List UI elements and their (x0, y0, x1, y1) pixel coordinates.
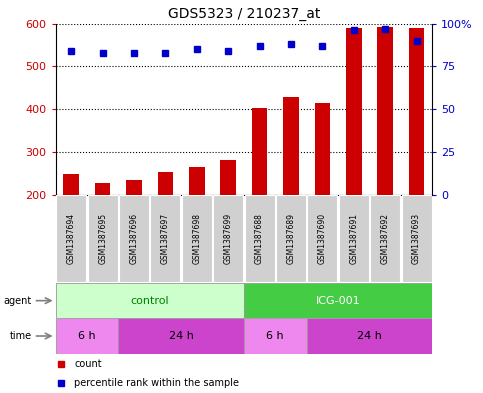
Bar (182, 195, 212, 282)
Text: 6 h: 6 h (78, 331, 96, 341)
Bar (95, 183, 111, 195)
Bar (150, 195, 181, 282)
Bar (244, 283, 432, 318)
Text: count: count (74, 359, 102, 369)
Text: GSM1387689: GSM1387689 (286, 213, 296, 264)
Bar (118, 318, 244, 354)
Bar (56, 318, 118, 354)
Bar (314, 103, 330, 195)
Text: 6 h: 6 h (267, 331, 284, 341)
Bar (276, 195, 306, 282)
Bar (87, 195, 118, 282)
Text: GSM1387695: GSM1387695 (98, 213, 107, 264)
Text: percentile rank within the sample: percentile rank within the sample (74, 378, 240, 388)
Bar (220, 160, 236, 195)
Title: GDS5323 / 210237_at: GDS5323 / 210237_at (168, 7, 320, 21)
Bar (283, 97, 299, 195)
Text: agent: agent (4, 296, 32, 306)
Text: GSM1387688: GSM1387688 (255, 213, 264, 264)
Bar (119, 195, 149, 282)
Text: GSM1387690: GSM1387690 (318, 213, 327, 264)
Bar (56, 283, 244, 318)
Bar (189, 167, 205, 195)
Bar (339, 195, 369, 282)
Bar (244, 318, 307, 354)
Bar (63, 174, 79, 195)
Bar (307, 318, 432, 354)
Bar (401, 195, 432, 282)
Text: GSM1387698: GSM1387698 (192, 213, 201, 264)
Bar (56, 195, 86, 282)
Text: ICG-001: ICG-001 (316, 296, 360, 306)
Bar (370, 195, 400, 282)
Text: GSM1387691: GSM1387691 (349, 213, 358, 264)
Text: GSM1387696: GSM1387696 (129, 213, 139, 264)
Text: GSM1387699: GSM1387699 (224, 213, 233, 264)
Bar (307, 195, 338, 282)
Bar (346, 28, 362, 195)
Text: 24 h: 24 h (169, 331, 194, 341)
Text: GSM1387697: GSM1387697 (161, 213, 170, 264)
Text: GSM1387694: GSM1387694 (67, 213, 76, 264)
Bar (126, 180, 142, 195)
Bar (157, 172, 173, 195)
Text: time: time (10, 331, 32, 341)
Bar (409, 28, 425, 195)
Bar (244, 195, 275, 282)
Bar (252, 108, 268, 195)
Text: GSM1387692: GSM1387692 (381, 213, 390, 264)
Bar (213, 195, 243, 282)
Text: control: control (130, 296, 169, 306)
Bar (377, 27, 393, 195)
Text: GSM1387693: GSM1387693 (412, 213, 421, 264)
Text: 24 h: 24 h (357, 331, 382, 341)
